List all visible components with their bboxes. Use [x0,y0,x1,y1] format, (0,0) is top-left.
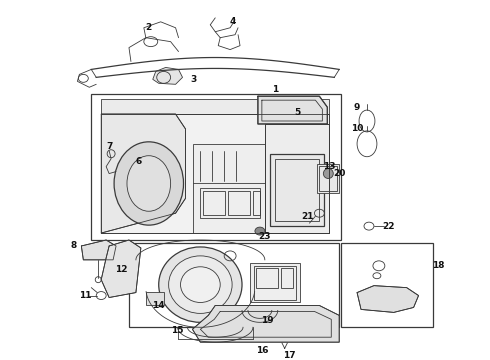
Text: 4: 4 [230,17,236,26]
Text: 16: 16 [256,346,268,355]
Text: 1: 1 [271,85,278,94]
Text: 3: 3 [190,75,196,84]
Ellipse shape [169,256,232,314]
Ellipse shape [255,227,265,235]
Text: 12: 12 [115,265,127,274]
Bar [91,94,341,240]
Ellipse shape [159,247,242,322]
Text: 8: 8 [70,242,76,251]
Polygon shape [101,240,141,297]
Ellipse shape [127,156,171,211]
Polygon shape [101,114,329,233]
Bar [200,188,260,218]
Text: 9: 9 [354,103,360,112]
Bar [253,192,260,215]
Ellipse shape [180,267,220,302]
Bar [254,266,295,300]
Text: 23: 23 [259,231,271,240]
Bar [256,268,278,288]
Text: 21: 21 [301,212,314,221]
Bar [281,268,293,288]
Text: 15: 15 [172,326,184,335]
Polygon shape [153,67,182,84]
Text: 18: 18 [432,261,444,270]
Bar [146,292,164,306]
Polygon shape [193,306,339,342]
Bar [341,243,434,327]
Bar [250,263,299,302]
Polygon shape [265,124,329,233]
Text: 2: 2 [146,23,152,32]
Text: 14: 14 [152,301,165,310]
Bar [129,243,339,327]
Polygon shape [101,99,329,114]
Bar [270,154,324,226]
Bar [228,192,250,215]
Bar [194,144,265,233]
Text: 10: 10 [351,125,363,134]
Text: 5: 5 [294,108,301,117]
Polygon shape [357,285,418,312]
Text: 6: 6 [136,157,142,166]
Bar [318,164,339,193]
Bar [203,192,225,215]
Text: 22: 22 [383,222,395,231]
Polygon shape [258,96,327,124]
Bar [275,159,319,221]
Ellipse shape [323,168,333,179]
Text: 17: 17 [283,351,296,360]
Text: 7: 7 [106,142,112,151]
Text: 13: 13 [323,162,336,171]
Polygon shape [101,114,186,233]
Text: 19: 19 [262,316,274,325]
Polygon shape [81,240,116,260]
Text: 11: 11 [79,291,92,300]
Ellipse shape [114,142,184,225]
Bar [319,166,337,192]
Text: 20: 20 [333,169,345,178]
